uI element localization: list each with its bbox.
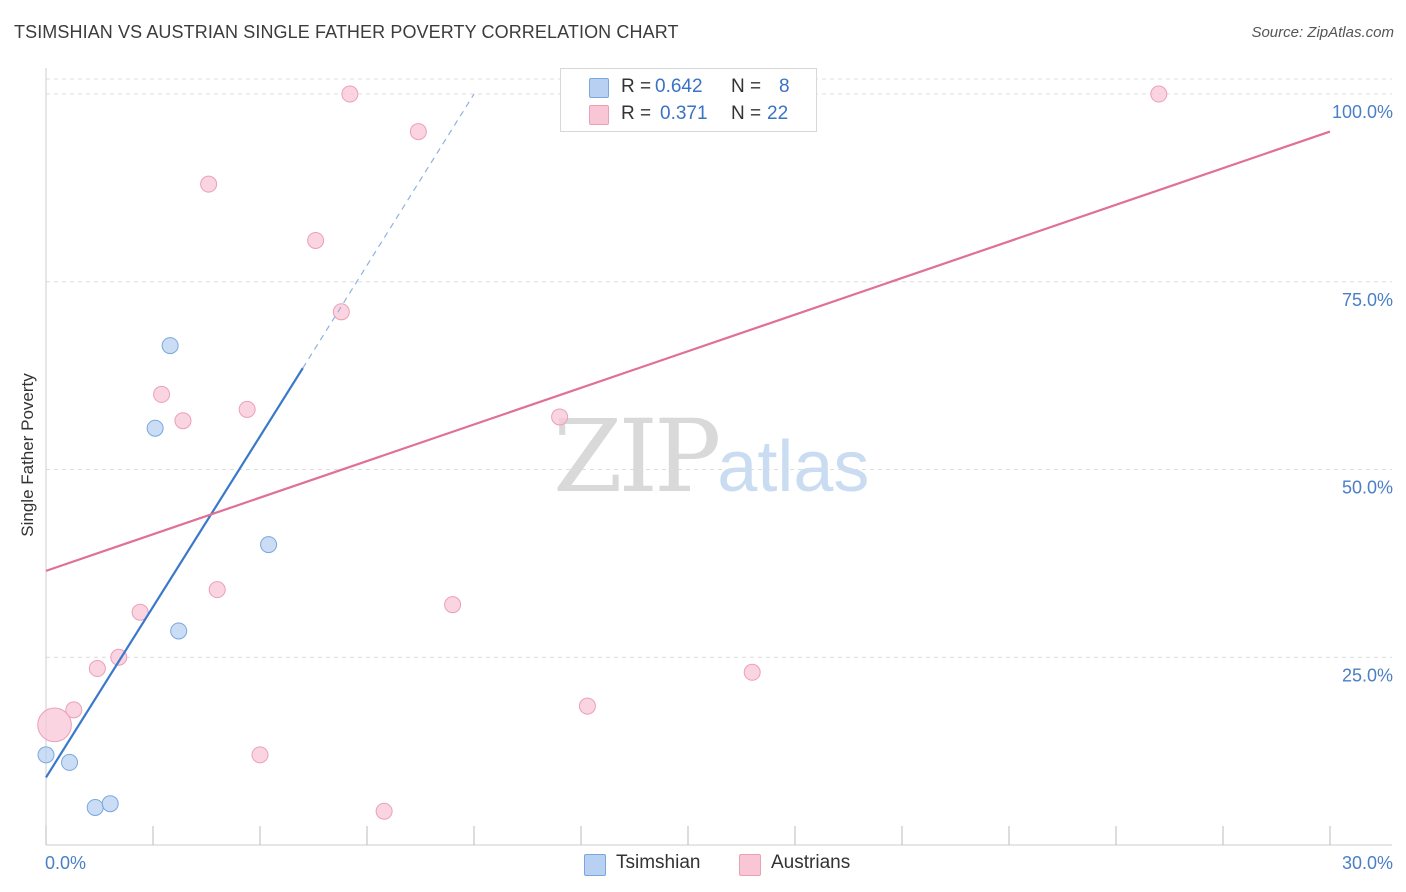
austrians-point: [743, 663, 761, 681]
austrians-point: [332, 303, 350, 321]
tsimshian-point: [101, 795, 119, 813]
austrians-point: [153, 385, 171, 403]
austrians-point: [208, 581, 226, 599]
tsimshian-legend-label: Tsimshian: [616, 852, 701, 873]
austrians-point: [375, 802, 393, 820]
austrians-point: [65, 701, 83, 719]
tsimshian-point: [260, 536, 278, 554]
n-label: N =: [731, 103, 762, 124]
austrians-point: [1150, 85, 1168, 103]
austrians-point: [88, 660, 106, 678]
y-tick-label: 75.0%: [1342, 290, 1393, 310]
source-label: Source: ZipAtlas.com: [1251, 24, 1394, 41]
austrians-point: [444, 596, 462, 614]
r-value: 0.371: [660, 103, 708, 124]
watermark-atlas: atlas: [717, 427, 870, 507]
n-value: 22: [767, 103, 789, 124]
austrians-trendline: [45, 130, 1331, 572]
n-value: 8: [779, 76, 790, 97]
chart-title: TSIMSHIAN VS AUSTRIAN SINGLE FATHER POVE…: [14, 22, 679, 42]
r-label: R =: [621, 103, 652, 124]
austrians-point: [307, 231, 325, 249]
tsimshian-trendline-extension: [302, 93, 475, 369]
tsimshian-point: [37, 746, 55, 764]
tsimshian-point: [86, 798, 104, 816]
austrians-point: [37, 707, 72, 743]
austrians-point: [551, 408, 569, 426]
watermark: ZIPatlas: [553, 398, 869, 515]
r-value: 0.642: [655, 76, 703, 97]
austrians-point: [341, 85, 359, 103]
austrians-point: [131, 603, 149, 621]
austrians-legend-label: Austrians: [771, 852, 851, 873]
y-tick-label: 25.0%: [1342, 665, 1393, 685]
tsimshian-point: [146, 419, 164, 437]
austrians-point: [409, 123, 427, 141]
austrians-swatch: [589, 105, 609, 125]
tsimshian-point: [61, 753, 79, 771]
tsimshian-legend-swatch: [584, 854, 606, 876]
watermark-zip: ZIP: [553, 398, 721, 515]
y-tick-label: 100.0%: [1332, 102, 1393, 122]
x-tick-label: 30.0%: [1342, 853, 1393, 873]
tsimshian-swatch: [589, 78, 609, 98]
austrians-point: [174, 412, 192, 430]
stats-legend: R = 0.642 N = 8 R = 0.371 N = 22: [560, 68, 817, 132]
austrians-point: [251, 746, 269, 764]
y-tick-label: 50.0%: [1342, 478, 1393, 498]
austrians-point: [200, 175, 218, 193]
tsimshian-point: [170, 622, 188, 640]
n-label: N =: [731, 76, 762, 97]
x-tick-label: 0.0%: [45, 853, 86, 873]
austrians-point: [238, 400, 256, 418]
tsimshian-trendline: [45, 367, 304, 778]
tsimshian-point: [161, 337, 179, 355]
austrians-point: [578, 697, 596, 715]
r-label: R =: [621, 76, 652, 97]
austrians-legend-swatch: [739, 854, 761, 876]
